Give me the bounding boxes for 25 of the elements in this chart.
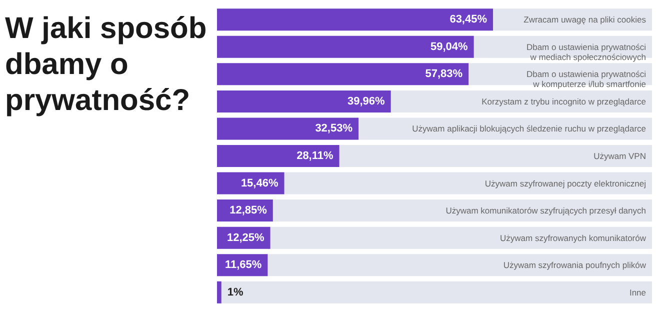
data-label: 12,25%: [226, 232, 264, 244]
y-tick-label: Dbam o ustawienia prywatności w komputerze i/lub smartfonie: [526, 69, 646, 90]
text: W jaki sposób dbamy o prywatność?: [5, 12, 207, 117]
data-label: 12,85%: [230, 204, 268, 217]
y-tick-label: Używam szyfrowanej poczty elektronicznej: [484, 178, 646, 188]
y-tick-label: Inne: [629, 287, 646, 298]
data-label: 39,96%: [348, 95, 386, 108]
y-tick-label: Zwracam uwagę na pliki cookies: [524, 14, 646, 25]
data-label: 11,65%: [224, 259, 262, 272]
y-tick-label: Używam szyfrowanych komunikatorów: [500, 232, 647, 243]
bar: [217, 281, 222, 304]
data-label: 57,83%: [425, 68, 463, 80]
y-tick-label: Dbam o ustawienia prywatności w mediach społecznościowych: [526, 42, 646, 62]
y-tick-label: Używam szyfrowania poufnych plików: [503, 260, 647, 270]
data-label: 28,11%: [296, 150, 334, 162]
y-tick-label: Korzystam z trybu incognito w przeglądarce: [482, 96, 646, 106]
data-label: 32,53%: [315, 122, 353, 135]
data-label: 59,04%: [430, 40, 468, 53]
data-label: 63,45%: [450, 14, 488, 26]
data-label: 1%: [227, 286, 244, 298]
y-tick-label: Używam aplikacji blokujących śledzenie ruchu w przeglądarce: [412, 124, 646, 134]
y-tick-label: Używam komunikatorów szyfrujących przesył danych: [446, 206, 646, 216]
y-tick-label: Używam VPN: [594, 151, 646, 161]
data-label: 15,46%: [240, 177, 278, 190]
bar: [217, 118, 359, 140]
